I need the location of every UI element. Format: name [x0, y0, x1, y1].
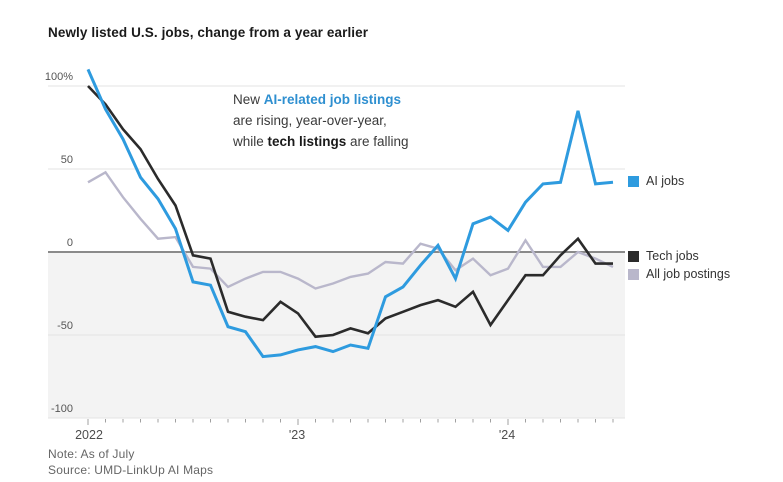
legend-swatch-tech-jobs-icon [628, 250, 639, 262]
x-axis-label-24: '24 [498, 428, 516, 442]
legend-label-all-job-postings: All job postings [646, 267, 731, 281]
y-axis-label-100: 100% [44, 71, 73, 83]
annotation-text: while [233, 134, 268, 149]
x-axis-label-23: '23 [288, 428, 306, 442]
annotation-text: are falling [346, 134, 409, 149]
legend-item-tech-jobs: Tech jobs [628, 249, 699, 263]
annotation-tech-highlight: tech listings [267, 134, 347, 149]
legend-swatch-ai-jobs-icon [628, 175, 639, 187]
x-axis-label-2022: 2022 [75, 428, 103, 442]
legend-swatch-all-job-postings-icon [628, 268, 639, 280]
annotation-ai-highlight: AI-related job listings [263, 92, 402, 107]
annotation-line-1: New AI-related job listings [233, 89, 409, 110]
y-axis-label-neg50: -50 [57, 320, 73, 332]
y-axis-label-50: 50 [60, 154, 73, 166]
y-axis-label-neg100: -100 [50, 403, 73, 415]
chart-title: Newly listed U.S. jobs, change from a ye… [48, 25, 369, 40]
legend-item-ai-jobs: AI jobs [628, 174, 684, 188]
annotation-line-2: are rising, year-over-year, [233, 113, 387, 128]
chart-note: Note: As of July [48, 447, 135, 461]
chart-annotation: New AI-related job listings are rising, … [233, 89, 409, 152]
chart-source: Source: UMD-LinkUp AI Maps [48, 463, 214, 477]
legend-label-tech-jobs: Tech jobs [646, 249, 699, 263]
y-axis-label-0: 0 [66, 237, 73, 249]
line-ai-jobs [86, 68, 614, 359]
annotation-text: New [233, 92, 264, 107]
legend-item-all-job-postings: All job postings [628, 267, 730, 281]
legend-label-ai-jobs: AI jobs [646, 174, 685, 188]
line-tech-jobs [87, 85, 613, 339]
annotation-line-3: while tech listings are falling [233, 131, 409, 152]
line-all-job-postings [87, 170, 614, 290]
